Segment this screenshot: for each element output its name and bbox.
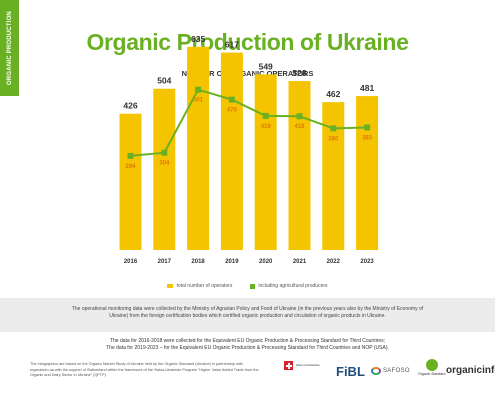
line-point	[127, 152, 134, 159]
line-series-agricultural	[130, 88, 368, 157]
bar-2019	[220, 52, 243, 251]
bar-2021	[288, 81, 311, 250]
bar-value-label: 617	[225, 40, 239, 50]
line-point	[330, 125, 337, 132]
safoso-logo: SAFOSO	[371, 367, 410, 375]
data-note-line-2: The data for 2019-2023 – for the Equival…	[106, 345, 389, 351]
line-value-label: 418	[294, 124, 305, 130]
x-tick-label: 2019	[225, 259, 239, 265]
line-value-label: 380	[328, 136, 339, 142]
bar-2018	[187, 46, 210, 250]
x-tick-label: 2020	[259, 259, 273, 265]
bar-value-label: 635	[191, 34, 205, 44]
x-tick-label: 2016	[124, 259, 138, 265]
line-point	[262, 112, 269, 119]
x-tick-label: 2018	[191, 259, 205, 265]
bar-value-label: 549	[259, 61, 273, 71]
bar-value-label: 426	[123, 101, 137, 111]
bar-value-label: 504	[157, 76, 171, 86]
bar-value-label: 481	[360, 83, 374, 93]
swiss-logo-text: Swiss Confederation	[296, 363, 320, 367]
organic-standard-icon	[425, 359, 438, 371]
safoso-logo-text: SAFOSO	[383, 368, 410, 374]
legend-swatch-bar	[167, 284, 174, 288]
organicinfo-logo: organicinfo ❦	[446, 365, 495, 376]
side-tab: ORGANIC PRODUCTION	[0, 0, 19, 96]
data-note: The data for 2016-2018 were collected fo…	[60, 338, 435, 352]
chart-legend: total number of operators including agri…	[0, 283, 495, 289]
x-tick-label: 2023	[360, 259, 374, 265]
x-tick-label: 2021	[293, 259, 307, 265]
bar-value-label: 528	[292, 68, 306, 78]
line-point	[228, 96, 235, 103]
safoso-ring-icon	[371, 367, 381, 375]
line-value-label: 419	[261, 124, 272, 130]
info-band-text: The operational monitoring data were col…	[71, 306, 424, 319]
line-value-label: 470	[227, 108, 238, 114]
bar-value-label: 462	[326, 89, 340, 99]
organic-standard-logo: Organic Standard	[418, 359, 445, 376]
bar-2020	[254, 74, 277, 250]
legend-item-agricultural: including agricultural producers	[250, 283, 328, 289]
bar-2022	[322, 102, 345, 250]
swiss-logo: Swiss Confederation	[284, 361, 338, 370]
info-band: The operational monitoring data were col…	[0, 298, 495, 332]
x-tick-label: 2017	[158, 259, 172, 265]
data-note-line-1: The data for 2016-2018 were collected fo…	[109, 338, 386, 344]
line-point	[161, 149, 168, 156]
footer-text: The infographics are based on the Organi…	[30, 362, 259, 377]
line-value-label: 501	[193, 98, 204, 104]
legend-label-agricultural: including agricultural producers	[258, 283, 328, 289]
line-value-label: 383	[362, 135, 373, 141]
line-point	[364, 124, 371, 131]
organic-standard-text: Organic Standard	[418, 372, 446, 376]
chart: 426 2016 504 2017 635 2018 617 2019 549 2020 528 20…	[119, 34, 379, 265]
page-title: Organic Production of Ukraine	[86, 29, 409, 55]
bar-2016	[119, 113, 142, 251]
swiss-flag-icon	[284, 361, 293, 370]
bar-2023	[356, 96, 379, 250]
line-value-label: 304	[159, 161, 170, 167]
legend-item-total: total number of operators	[167, 283, 232, 289]
organicinfo-text: organicinfo	[446, 365, 495, 376]
chart-title: NUMBER OF ORGANIC OPERATORS	[181, 69, 314, 78]
legend-swatch-line	[250, 283, 256, 289]
fibl-logo: FiBL	[336, 364, 365, 379]
x-tick-label: 2022	[327, 259, 341, 265]
line-value-label: 294	[125, 164, 136, 170]
bar-2017	[153, 88, 176, 250]
legend-label-total: total number of operators	[176, 283, 233, 289]
line-point	[296, 113, 303, 120]
line-point	[195, 86, 202, 93]
